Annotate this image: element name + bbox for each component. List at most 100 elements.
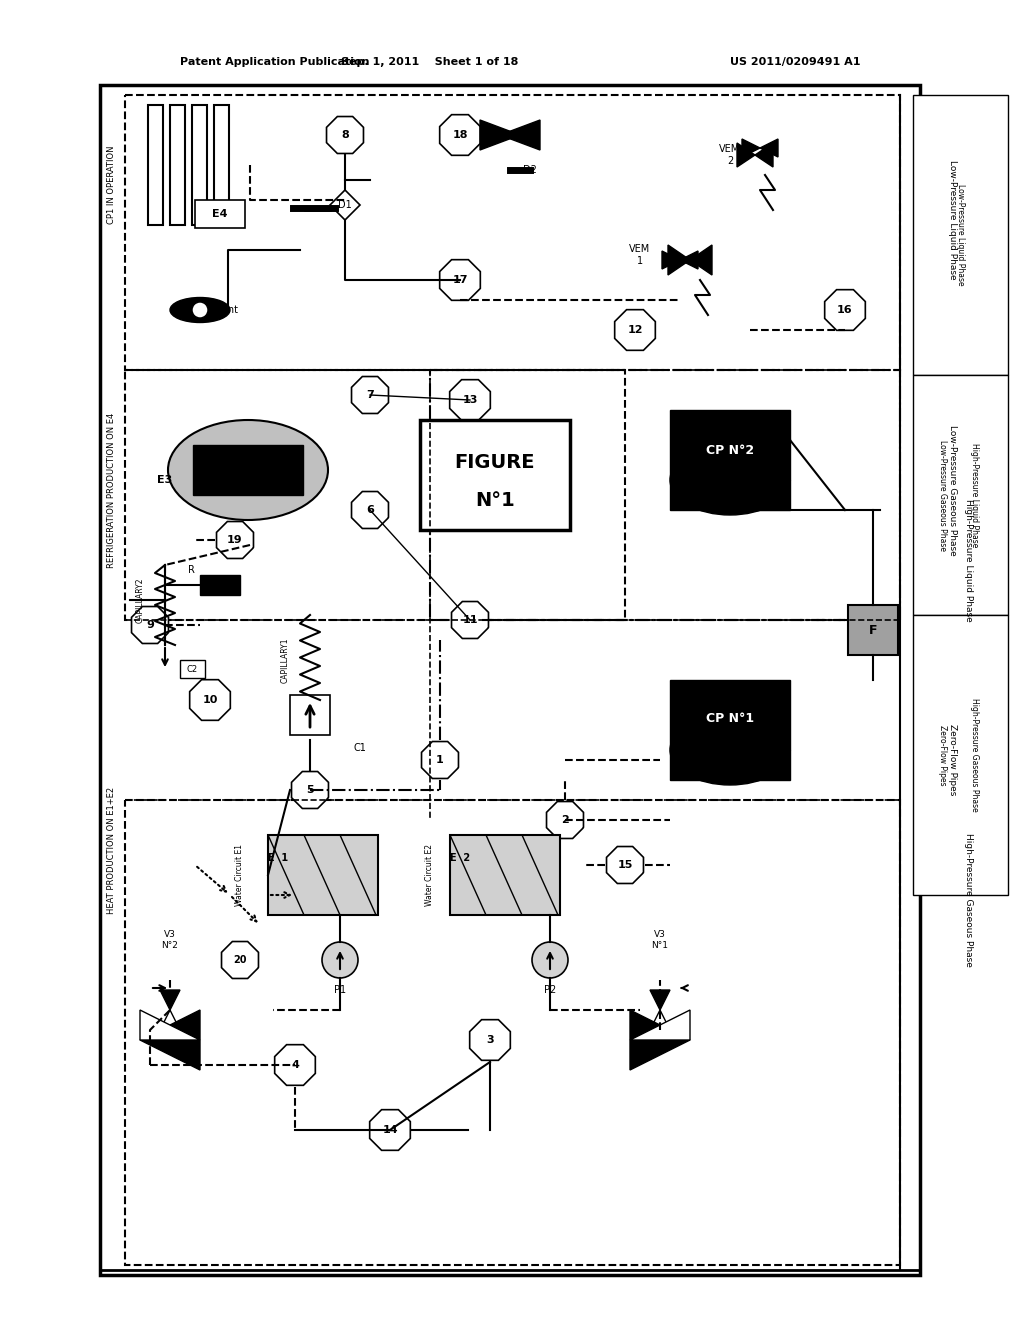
Polygon shape <box>351 376 388 413</box>
Text: E3: E3 <box>158 475 173 484</box>
Text: 11: 11 <box>462 615 478 624</box>
Text: C1: C1 <box>353 743 367 752</box>
Text: 12: 12 <box>628 325 643 335</box>
Text: HEAT PRODUCTION ON E1+E2: HEAT PRODUCTION ON E1+E2 <box>108 787 117 913</box>
Text: 3: 3 <box>486 1035 494 1045</box>
Polygon shape <box>439 260 480 301</box>
Polygon shape <box>737 143 755 168</box>
Text: 9: 9 <box>146 620 154 630</box>
Text: High-Pressure Liquid Phase: High-Pressure Liquid Phase <box>964 499 973 622</box>
Bar <box>125 95 900 370</box>
Text: E4: E4 <box>212 209 227 219</box>
Bar <box>913 375 1008 615</box>
Polygon shape <box>480 120 520 150</box>
Text: FIGURE: FIGURE <box>455 453 536 471</box>
Polygon shape <box>650 1010 670 1030</box>
Text: 14: 14 <box>382 1125 397 1135</box>
Text: 13: 13 <box>462 395 477 405</box>
Text: Zero-Flow Pipes: Zero-Flow Pipes <box>939 725 947 785</box>
Text: 10: 10 <box>203 696 218 705</box>
Text: N°1: N°1 <box>475 491 515 510</box>
Text: 8: 8 <box>341 129 349 140</box>
Polygon shape <box>327 116 364 153</box>
Bar <box>148 106 163 224</box>
Polygon shape <box>662 251 680 269</box>
Text: 6: 6 <box>366 506 374 515</box>
Bar <box>430 370 900 620</box>
Bar <box>420 420 570 531</box>
Polygon shape <box>452 602 488 639</box>
Polygon shape <box>131 606 169 643</box>
Bar <box>200 576 240 595</box>
Text: CAPILLARY1: CAPILLARY1 <box>281 638 290 682</box>
Polygon shape <box>274 1044 315 1085</box>
Text: Sep. 1, 2011    Sheet 1 of 18: Sep. 1, 2011 Sheet 1 of 18 <box>341 57 519 67</box>
Polygon shape <box>742 139 760 157</box>
Text: CP1 IN OPERATION: CP1 IN OPERATION <box>108 145 117 224</box>
Text: 16: 16 <box>838 305 853 315</box>
Polygon shape <box>422 742 459 779</box>
Ellipse shape <box>168 420 328 520</box>
Polygon shape <box>292 771 329 808</box>
Circle shape <box>193 302 208 318</box>
Text: Low-Pressure Liquid Phase: Low-Pressure Liquid Phase <box>955 185 965 286</box>
Polygon shape <box>680 251 698 269</box>
Text: 15: 15 <box>617 861 633 870</box>
Text: US 2011/0209491 A1: US 2011/0209491 A1 <box>730 57 860 67</box>
Text: P2: P2 <box>544 985 556 995</box>
Text: 4: 4 <box>291 1060 299 1071</box>
Polygon shape <box>160 990 180 1010</box>
Text: Low-Pressure Liquid Phase: Low-Pressure Liquid Phase <box>947 160 956 280</box>
Circle shape <box>322 942 358 978</box>
Bar <box>913 95 1008 375</box>
Bar <box>125 370 625 620</box>
Bar <box>214 106 229 224</box>
Bar <box>290 696 330 735</box>
Text: R: R <box>188 565 195 576</box>
Bar <box>170 106 185 224</box>
Bar <box>450 836 560 915</box>
Text: High-Pressure Liquid Phase: High-Pressure Liquid Phase <box>971 442 980 548</box>
Polygon shape <box>216 521 254 558</box>
Ellipse shape <box>170 297 230 322</box>
Text: 7: 7 <box>367 389 374 400</box>
Text: P1: P1 <box>334 985 346 995</box>
Polygon shape <box>690 246 712 275</box>
Polygon shape <box>370 1110 411 1150</box>
Polygon shape <box>650 990 670 1010</box>
Text: C2: C2 <box>186 664 198 673</box>
Text: Vent: Vent <box>217 305 239 315</box>
Text: 17: 17 <box>453 275 468 285</box>
Polygon shape <box>189 680 230 721</box>
Text: V3
N°2: V3 N°2 <box>162 931 178 949</box>
Text: 2: 2 <box>561 814 569 825</box>
Text: 5: 5 <box>306 785 313 795</box>
Polygon shape <box>351 491 388 528</box>
Text: 1: 1 <box>436 755 443 766</box>
Bar <box>268 836 378 915</box>
Text: 19: 19 <box>227 535 243 545</box>
Polygon shape <box>140 1010 200 1040</box>
Polygon shape <box>668 246 690 275</box>
Polygon shape <box>439 115 480 156</box>
Text: VEM
2: VEM 2 <box>720 144 740 166</box>
Polygon shape <box>606 846 643 883</box>
Text: E  2: E 2 <box>450 853 470 863</box>
Polygon shape <box>470 1019 510 1060</box>
Text: High-Pressure Gaseous Phase: High-Pressure Gaseous Phase <box>964 833 973 968</box>
Bar <box>670 750 790 780</box>
Bar <box>913 615 1008 895</box>
Text: Low-Pressure Gaseous Phase: Low-Pressure Gaseous Phase <box>939 440 947 550</box>
Bar <box>193 445 303 495</box>
Text: Patent Application Publication: Patent Application Publication <box>180 57 370 67</box>
Text: D2: D2 <box>523 165 537 176</box>
Bar <box>180 660 205 678</box>
Bar <box>670 411 790 480</box>
Polygon shape <box>547 801 584 838</box>
Text: Water Circuit E2: Water Circuit E2 <box>426 843 434 906</box>
Text: High-Pressure Gaseous Phase: High-Pressure Gaseous Phase <box>971 698 980 812</box>
Text: CAPILLARY2: CAPILLARY2 <box>135 577 144 623</box>
Polygon shape <box>824 289 865 330</box>
Polygon shape <box>450 380 490 420</box>
Bar <box>125 800 900 1265</box>
